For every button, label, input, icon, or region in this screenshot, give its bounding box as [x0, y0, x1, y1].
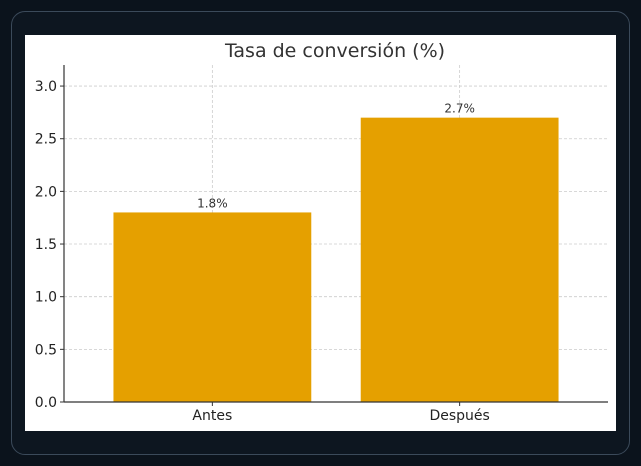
chart-canvas: Tasa de conversión (%) 0.0 0.5 1.0 1.5 2.0 2.…	[25, 35, 616, 431]
bars	[113, 117, 559, 402]
axes	[60, 65, 608, 406]
data-label: 2.7%	[444, 102, 475, 116]
y-tick-label: 2.0	[35, 184, 57, 200]
y-tick-label: 1.0	[35, 290, 57, 306]
bar	[360, 117, 559, 402]
bar-chart: Tasa de conversión (%) 0.0 0.5 1.0 1.5 2.0 2.…	[35, 40, 608, 424]
y-tick-label: 0.5	[35, 342, 57, 358]
x-tick-label: Antes	[192, 408, 232, 424]
chart-title: Tasa de conversión (%)	[224, 40, 445, 62]
data-label: 1.8%	[197, 196, 228, 210]
y-tick-label: 0.0	[35, 395, 57, 411]
y-tick-label: 2.5	[35, 132, 57, 148]
x-tick-label: Después	[429, 408, 489, 424]
bar	[113, 212, 312, 402]
y-tick-label: 3.0	[35, 79, 57, 95]
y-tick-label: 1.5	[35, 237, 57, 253]
labels: 0.0 0.5 1.0 1.5 2.0 2.5 3.0 Antes 1.8% Después 2.7…	[35, 79, 490, 424]
